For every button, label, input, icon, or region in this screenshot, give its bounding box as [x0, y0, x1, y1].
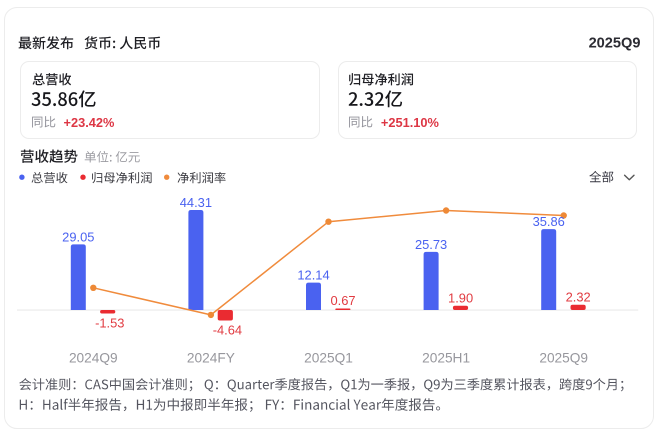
svg-text:2024Q9: 2024Q9	[69, 350, 118, 365]
svg-text:+251.10%: +251.10%	[381, 115, 440, 130]
svg-text:29.05: 29.05	[62, 229, 94, 244]
svg-text:1.90: 1.90	[448, 290, 473, 305]
svg-text:-4.64: -4.64	[213, 323, 242, 338]
svg-text:35.86: 35.86	[533, 214, 565, 229]
svg-text:2025Q9: 2025Q9	[539, 350, 588, 365]
svg-text:12.14: 12.14	[297, 268, 329, 283]
svg-text:2025H1: 2025H1	[422, 350, 470, 365]
svg-text:25.73: 25.73	[415, 237, 447, 252]
svg-text:2.32: 2.32	[566, 290, 591, 305]
svg-text:0.67: 0.67	[330, 293, 355, 308]
svg-text:+23.42%: +23.42%	[64, 115, 115, 130]
svg-text:2025Q1: 2025Q1	[304, 350, 353, 365]
svg-text:2025Q9: 2025Q9	[589, 35, 641, 51]
svg-text:44.31: 44.31	[180, 195, 212, 210]
svg-text:-1.53: -1.53	[95, 316, 124, 331]
svg-text:2024FY: 2024FY	[187, 350, 235, 365]
